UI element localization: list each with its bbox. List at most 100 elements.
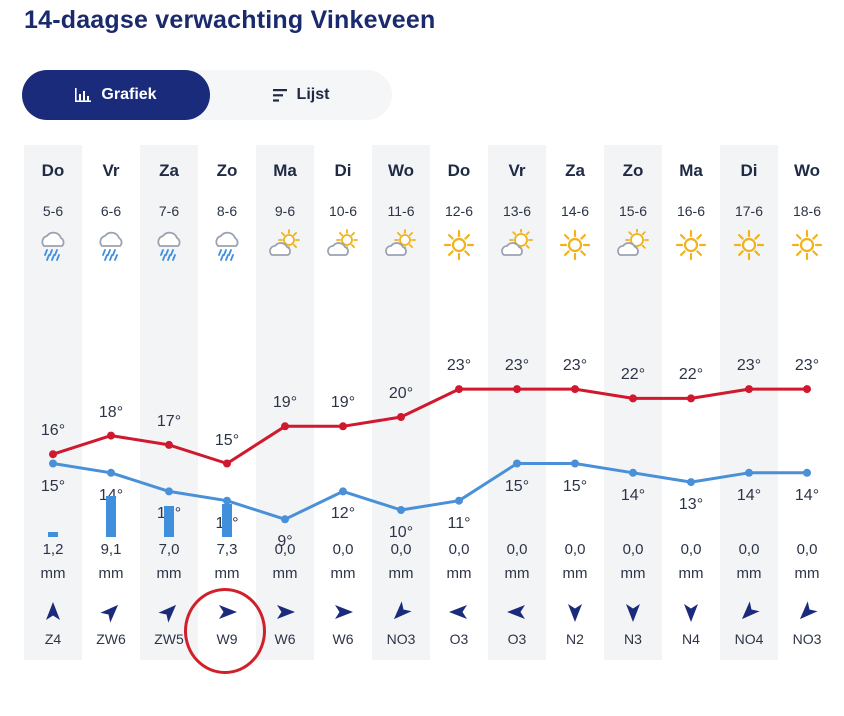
day-column[interactable]: Zo 15-6 22° 14° 0,0 mm N3 [604, 145, 662, 660]
rain-amount: 1,2 [42, 541, 64, 558]
min-temp-label: 15° [504, 477, 530, 495]
day-name: Za [565, 161, 585, 180]
day-column[interactable]: Ma 9-6 19° 9° 0,0 mm W6 [256, 145, 314, 660]
forecast-grid: Do 5-6 16° 15° 1,2 mm Z4 Vr 6-6 18° 14° 9,1 mm ZW6 Za 7… [24, 145, 838, 660]
day-date: 8-6 [216, 203, 238, 219]
list-view-label: Lijst [296, 86, 330, 103]
max-temp-label: 23° [736, 357, 762, 375]
rain-cloud-icon [41, 231, 65, 261]
day-column[interactable]: Do 12-6 23° 11° 0,0 mm O3 [430, 145, 488, 660]
min-temp-label: 15° [562, 477, 588, 495]
day-date: 6-6 [100, 203, 122, 219]
sun-cloud-icon [501, 229, 533, 256]
wind-label: N4 [682, 631, 700, 647]
rain-amount: 0,0 [332, 541, 354, 558]
day-date: 10-6 [328, 203, 358, 219]
day-name: Zo [216, 161, 238, 180]
max-temp-label: 19° [330, 394, 356, 412]
rain-amount: 0,0 [564, 541, 586, 558]
rain-cloud-icon [99, 231, 123, 261]
rain-bar [106, 496, 116, 537]
day-column[interactable]: Do 5-6 16° 15° 1,2 mm Z4 [24, 145, 82, 660]
rain-amount: 0,0 [680, 541, 702, 558]
graph-view-label: Grafiek [101, 86, 157, 103]
rain-unit: mm [794, 565, 820, 582]
day-column[interactable]: Di 10-6 19° 12° 0,0 mm W6 [314, 145, 372, 660]
day-column[interactable]: Di 17-6 23° 14° 0,0 mm NO4 [720, 145, 778, 660]
max-temp-label: 18° [98, 403, 124, 421]
day-column[interactable]: Wo 18-6 23° 14° 0,0 mm NO3 [778, 145, 836, 660]
min-temp-label: 14° [620, 486, 646, 504]
min-temp-label: 10° [388, 524, 414, 541]
day-name: Do [41, 161, 65, 180]
day-date: 13-6 [502, 203, 532, 219]
wind-label: N2 [566, 631, 584, 647]
day-column[interactable]: Ma 16-6 22° 13° 0,0 mm N4 [662, 145, 720, 660]
day-name: Wo [793, 161, 821, 180]
day-column[interactable]: Vr 13-6 23° 15° 0,0 mm O3 [488, 145, 546, 660]
day-column[interactable]: Wo 11-6 20° 10° 0,0 mm NO3 [372, 145, 430, 660]
wind-direction-icon [684, 604, 698, 622]
wind-label: O3 [449, 631, 469, 647]
day-date: 15-6 [618, 203, 648, 219]
rain-unit: mm [214, 565, 240, 582]
max-temp-label: 23° [794, 357, 820, 375]
rain-amount: 0,0 [274, 541, 296, 558]
rain-amount: 0,0 [796, 541, 818, 558]
rain-amount: 0,0 [738, 541, 760, 558]
wind-direction-icon [100, 604, 119, 623]
day-column[interactable]: Za 14-6 23° 15° 0,0 mm N2 [546, 145, 604, 660]
wind-label: ZW6 [96, 631, 126, 647]
day-name: Zo [622, 161, 644, 180]
rain-bar [222, 504, 232, 537]
day-name: Wo [387, 161, 415, 180]
wind-direction-icon [626, 604, 640, 622]
max-temp-label: 17° [156, 412, 182, 430]
day-date: 14-6 [560, 203, 590, 219]
day-name: Ma [273, 161, 297, 180]
min-temp-label: 14° [794, 486, 820, 504]
sun-icon [443, 229, 475, 261]
rain-unit: mm [272, 565, 298, 582]
rain-unit: mm [330, 565, 356, 582]
day-name: Za [159, 161, 179, 180]
graph-view-button[interactable]: Grafiek [22, 70, 210, 120]
sun-icon [733, 229, 765, 261]
max-temp-label: 16° [40, 422, 66, 440]
rain-amount: 0,0 [506, 541, 528, 558]
wind-direction-icon [335, 605, 353, 619]
annotation-circle [184, 588, 266, 674]
min-temp-label: 14° [736, 486, 762, 504]
page-title: 14-daagse verwachting Vinkeveen [24, 6, 436, 34]
wind-label: NO3 [386, 631, 416, 647]
partly-cloudy-icon [269, 229, 300, 256]
day-date: 17-6 [734, 203, 764, 219]
wind-label: W6 [274, 631, 296, 647]
rain-amount: 0,0 [622, 541, 644, 558]
rain-cloud-icon [215, 231, 239, 261]
day-date: 7-6 [158, 203, 180, 219]
max-temp-label: 22° [678, 366, 704, 384]
max-temp-label: 23° [562, 357, 588, 375]
rain-unit: mm [620, 565, 646, 582]
day-date: 18-6 [792, 203, 822, 219]
day-name: Ma [679, 161, 703, 180]
sun-icon [559, 229, 591, 261]
day-date: 5-6 [42, 203, 64, 219]
rain-unit: mm [40, 565, 66, 582]
wind-direction-icon [449, 605, 467, 619]
max-temp-label: 23° [446, 357, 472, 375]
wind-label: W6 [332, 631, 354, 647]
day-name: Di [740, 161, 758, 180]
rain-unit: mm [678, 565, 704, 582]
wind-direction-icon [158, 604, 177, 623]
list-view-button[interactable]: Lijst [210, 70, 392, 120]
day-name: Do [447, 161, 471, 180]
sun-icon [791, 229, 823, 261]
rain-amount: 7,0 [158, 541, 180, 558]
wind-direction-icon [393, 601, 412, 620]
wind-direction-icon [799, 601, 818, 620]
